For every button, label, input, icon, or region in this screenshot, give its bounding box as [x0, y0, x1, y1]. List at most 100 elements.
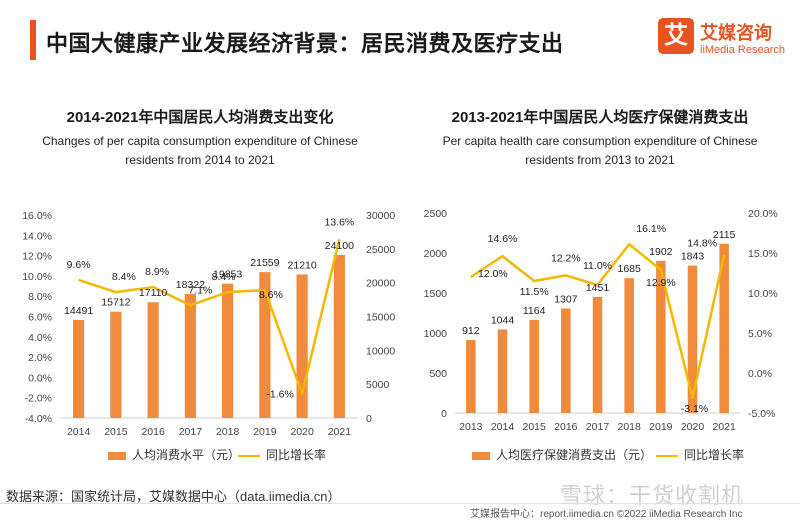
line-value-label: -3.1% [681, 403, 708, 415]
category-tick-label: 2014 [67, 426, 91, 438]
line-value-label: -1.6% [266, 389, 293, 401]
legend-bar-swatch [108, 451, 126, 460]
legend-line-label: 同比增长率 [684, 448, 745, 462]
bar-value-label: 1307 [554, 293, 578, 305]
right-axis-tick-label: 5.0% [748, 328, 772, 340]
bar [719, 243, 729, 413]
right-axis-tick-label: 25000 [366, 244, 395, 256]
line-value-label: 14.6% [488, 233, 518, 245]
footer-copyright: 艾媒报告中心：report.iimedia.cn ©2022 iiMedia R… [470, 509, 743, 520]
header: 中国大健康产业发展经济背景：居民消费及医疗支出 艾 艾媒咨询 iiMedia R… [0, 0, 800, 72]
bar [184, 294, 196, 418]
line-value-label: 13.6% [324, 216, 354, 228]
legend-bar-swatch [472, 451, 490, 460]
right-chart-title: 2013-2021年中国居民人均医疗保健消费支出 [451, 109, 749, 126]
legend-bar-label: 人均消费水平（元） [132, 448, 241, 462]
bar-value-label: 2115 [713, 229, 736, 241]
logo-english-name: iiMedia Research [700, 44, 785, 56]
right-axis-tick-label: 10000 [366, 345, 395, 357]
left-axis-tick-label: 2000 [424, 248, 448, 260]
category-tick-label: 2013 [459, 421, 483, 433]
bar-value-label: 1843 [681, 251, 705, 263]
line-value-label: 8.6% [259, 289, 283, 301]
category-tick-label: 2021 [712, 421, 736, 433]
right-chart-subtitle-line2: residents from 2013 to 2021 [525, 153, 675, 167]
line-value-label: 8.4% [112, 271, 136, 283]
bar [561, 308, 571, 413]
left-chart-title: 2014-2021年中国居民人均消费支出变化 [66, 109, 334, 126]
category-tick-label: 2021 [328, 426, 352, 438]
bar-value-label: 18322 [176, 279, 205, 291]
left-axis-tick-label: 8.0% [28, 291, 52, 303]
bar [624, 278, 634, 413]
right-axis-tick-label: 30000 [366, 210, 395, 222]
line-value-label: 11.5% [520, 286, 549, 298]
left-axis-tick-label: 10.0% [22, 271, 52, 283]
left-axis-tick-label: 14.0% [22, 230, 52, 242]
bar-value-label: 1902 [649, 246, 673, 258]
right-chart-legend: 人均医疗保健消费支出（元） 同比增长率 [400, 446, 800, 462]
bar [656, 260, 666, 413]
left-axis-tick-label: 2.0% [28, 352, 52, 364]
bar-value-label: 1044 [491, 314, 515, 326]
category-tick-label: 2015 [522, 421, 546, 433]
right-axis-tick-label: 5000 [366, 379, 390, 391]
left-chart-legend: 人均消费水平（元） 同比增长率 [0, 446, 400, 462]
bar [497, 329, 508, 413]
legend-item-bar: 人均医疗保健消费支出（元） [472, 446, 652, 463]
bar-value-label: 1685 [617, 263, 641, 275]
line-value-label: 14.8% [687, 238, 717, 250]
right-axis-tick-label: -5.0% [748, 408, 775, 420]
left-axis-tick-label: 6.0% [28, 312, 52, 324]
bar-value-label: 1451 [586, 282, 610, 294]
right-chart-subtitle-line1: Per capita health care consumption expen… [442, 134, 758, 148]
legend-item-bar: 人均消费水平（元） [108, 446, 240, 463]
footer-strip [0, 503, 800, 520]
bar [110, 311, 122, 418]
left-chart-subtitle-line1: Changes of per capita consumption expend… [42, 134, 358, 148]
bar [222, 283, 234, 418]
left-axis-tick-label: 0 [441, 408, 447, 420]
bar-value-label: 1164 [523, 305, 546, 317]
bar-value-label: 14491 [64, 305, 93, 317]
legend-line-label: 同比增长率 [266, 448, 327, 462]
legend-item-line: 同比增长率 [656, 446, 744, 463]
right-axis-tick-label: 20000 [366, 278, 395, 290]
line-value-label: 11.0% [583, 260, 612, 272]
left-chart: 2014-2021年中国居民人均消费支出变化 Changes of per ca… [0, 100, 400, 480]
left-chart-plot: -4.0% -2.0% 0.0% 2.0% 4.0% 6.0% 8.0% 10.0% 12.0%… [22, 210, 395, 438]
category-tick-label: 2016 [554, 421, 578, 433]
left-axis-tick-label: 1000 [424, 328, 448, 340]
category-tick-label: 2017 [586, 421, 610, 433]
line-value-label: 12.0% [478, 268, 508, 280]
line-value-label: 12.2% [551, 252, 581, 264]
growth-line [78, 239, 341, 395]
bar [73, 319, 85, 418]
right-axis-tick-label: 20.0% [748, 208, 778, 220]
bar-value-label: 15712 [101, 297, 130, 309]
line-value-label: 7.1% [188, 284, 212, 296]
bar [259, 272, 271, 418]
bar-value-label: 21559 [250, 257, 279, 269]
category-tick-label: 2020 [290, 426, 314, 438]
right-axis-tick-label: 15.0% [748, 248, 778, 260]
category-tick-label: 2020 [681, 421, 705, 433]
bar-value-label: 19853 [213, 269, 242, 281]
bar-value-label: 17110 [139, 287, 168, 299]
left-axis-tick-label: 2500 [424, 208, 448, 220]
left-chart-subtitle-line2: residents from 2014 to 2021 [125, 153, 275, 167]
bar [687, 265, 698, 413]
bar-value-label: 21210 [288, 259, 317, 271]
left-axis-tick-label: -2.0% [25, 393, 52, 405]
legend-line-swatch [656, 454, 678, 457]
line-value-label: 8.9% [145, 266, 169, 278]
bar-value-label: 912 [462, 325, 480, 337]
right-axis-tick-label: 0 [366, 413, 372, 425]
category-tick-label: 2018 [617, 421, 641, 433]
category-tick-label: 2016 [141, 426, 165, 438]
left-axis-tick-label: -4.0% [25, 413, 52, 425]
category-tick-label: 2015 [104, 426, 128, 438]
category-tick-label: 2017 [179, 426, 203, 438]
left-axis-tick-label: 12.0% [22, 251, 52, 263]
category-tick-label: 2018 [216, 426, 240, 438]
